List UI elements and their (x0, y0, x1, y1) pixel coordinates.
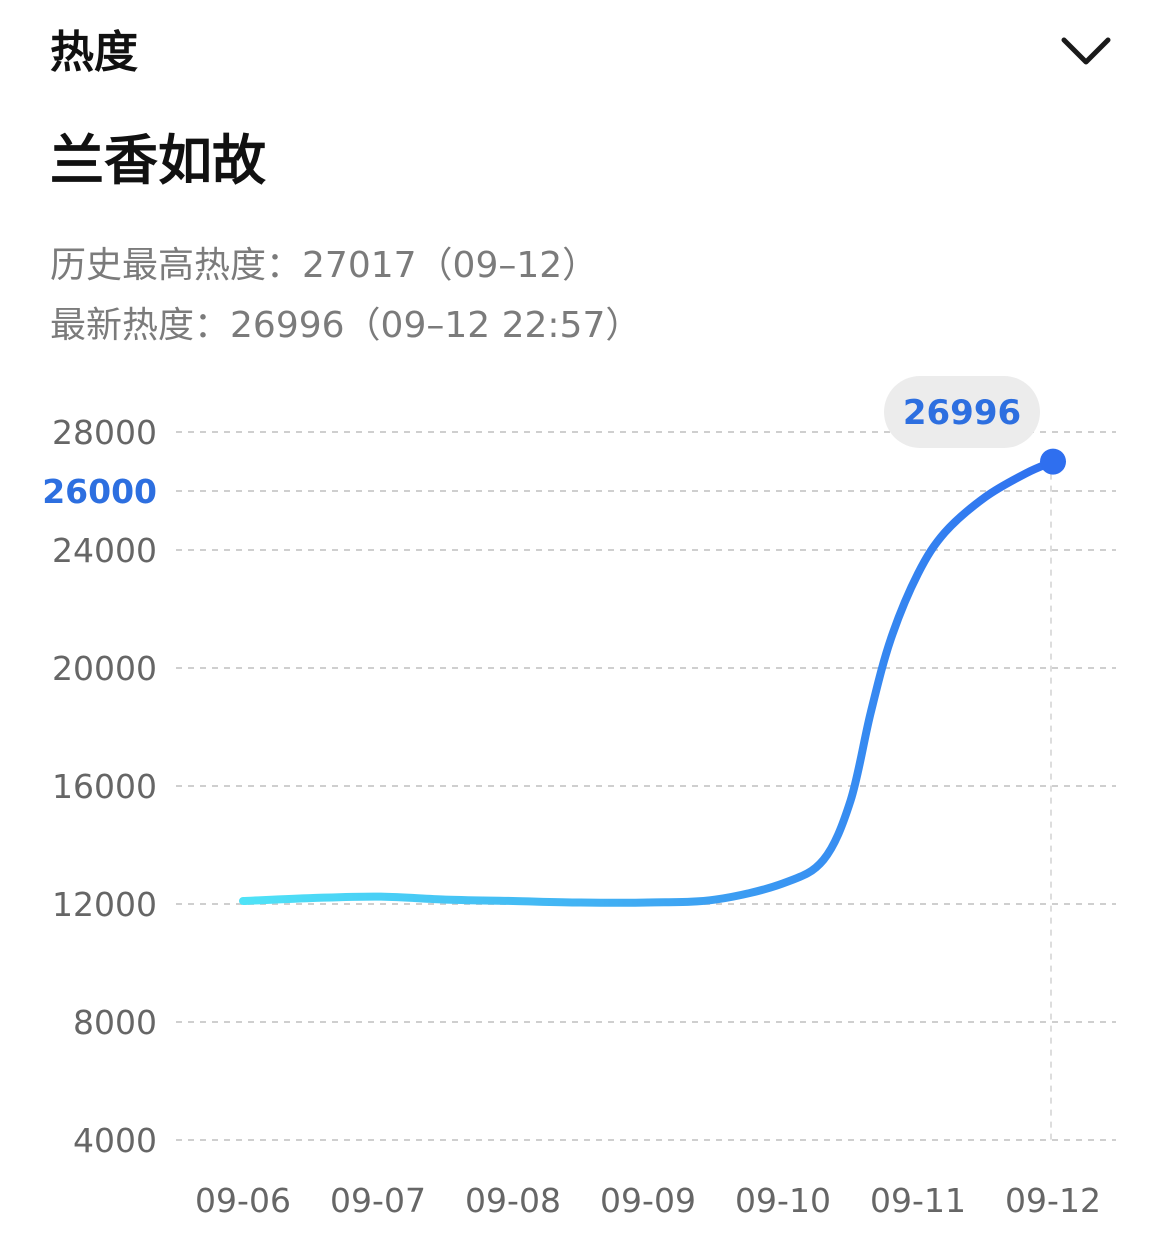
value-tooltip: 26996 (884, 376, 1040, 448)
heat-section-header: 热度 (50, 24, 1120, 84)
x-tick-label: 09-09 (600, 1181, 696, 1220)
series-line (239, 457, 1057, 907)
x-tick-label: 09-08 (465, 1181, 561, 1220)
x-tick-label: 09-12 (1005, 1181, 1101, 1220)
y-tick-label: 4000 (73, 1121, 157, 1160)
y-tick-label: 24000 (52, 531, 157, 570)
y-axis-ticks: 4000 8000 12000 16000 20000 24000 26000 28000 (42, 413, 157, 1160)
heat-trend-chart-svg: 4000 8000 12000 16000 20000 24000 26000 28000 0… (42, 376, 1116, 1220)
y-tick-label: 16000 (52, 767, 157, 806)
peak-heat-line: 历史最高热度：27017（09–12） (50, 244, 598, 288)
x-tick-label: 09-06 (195, 1181, 291, 1220)
latest-heat-time: （09–12 22:57） (344, 305, 642, 346)
y-tick-label-highlighted: 26000 (42, 472, 157, 511)
peak-heat-value: 27017 (302, 245, 417, 286)
topic-title: 兰香如故 (50, 129, 266, 192)
chevron-down-icon (1061, 37, 1111, 65)
grid-lines (176, 431, 1116, 1141)
heat-trend-chart[interactable]: 4000 8000 12000 16000 20000 24000 26000 28000 0… (0, 360, 1170, 1257)
y-tick-label: 8000 (73, 1003, 157, 1042)
current-point-marker[interactable] (1040, 448, 1066, 475)
peak-heat-label: 历史最高热度： (50, 245, 303, 286)
latest-heat-label: 最新热度： (50, 305, 231, 346)
section-title: 热度 (50, 27, 138, 78)
x-axis-ticks: 09-06 09-07 09-08 09-09 09-10 09-11 09-12 (195, 1181, 1101, 1220)
latest-heat-line: 最新热度：26996（09–12 22:57） (50, 304, 641, 348)
y-tick-label: 12000 (52, 885, 157, 924)
x-tick-label: 09-07 (330, 1181, 426, 1220)
tooltip-bubble (884, 376, 1040, 448)
latest-heat-value: 26996 (230, 305, 345, 346)
collapse-button[interactable] (1050, 24, 1120, 84)
y-tick-label: 28000 (52, 413, 157, 452)
y-tick-label: 20000 (52, 649, 157, 688)
series-layer (239, 448, 1066, 907)
peak-heat-date: （09–12） (416, 245, 599, 286)
tooltip-value: 26996 (903, 393, 1021, 433)
x-tick-label: 09-11 (870, 1181, 966, 1220)
x-tick-label: 09-10 (735, 1181, 831, 1220)
